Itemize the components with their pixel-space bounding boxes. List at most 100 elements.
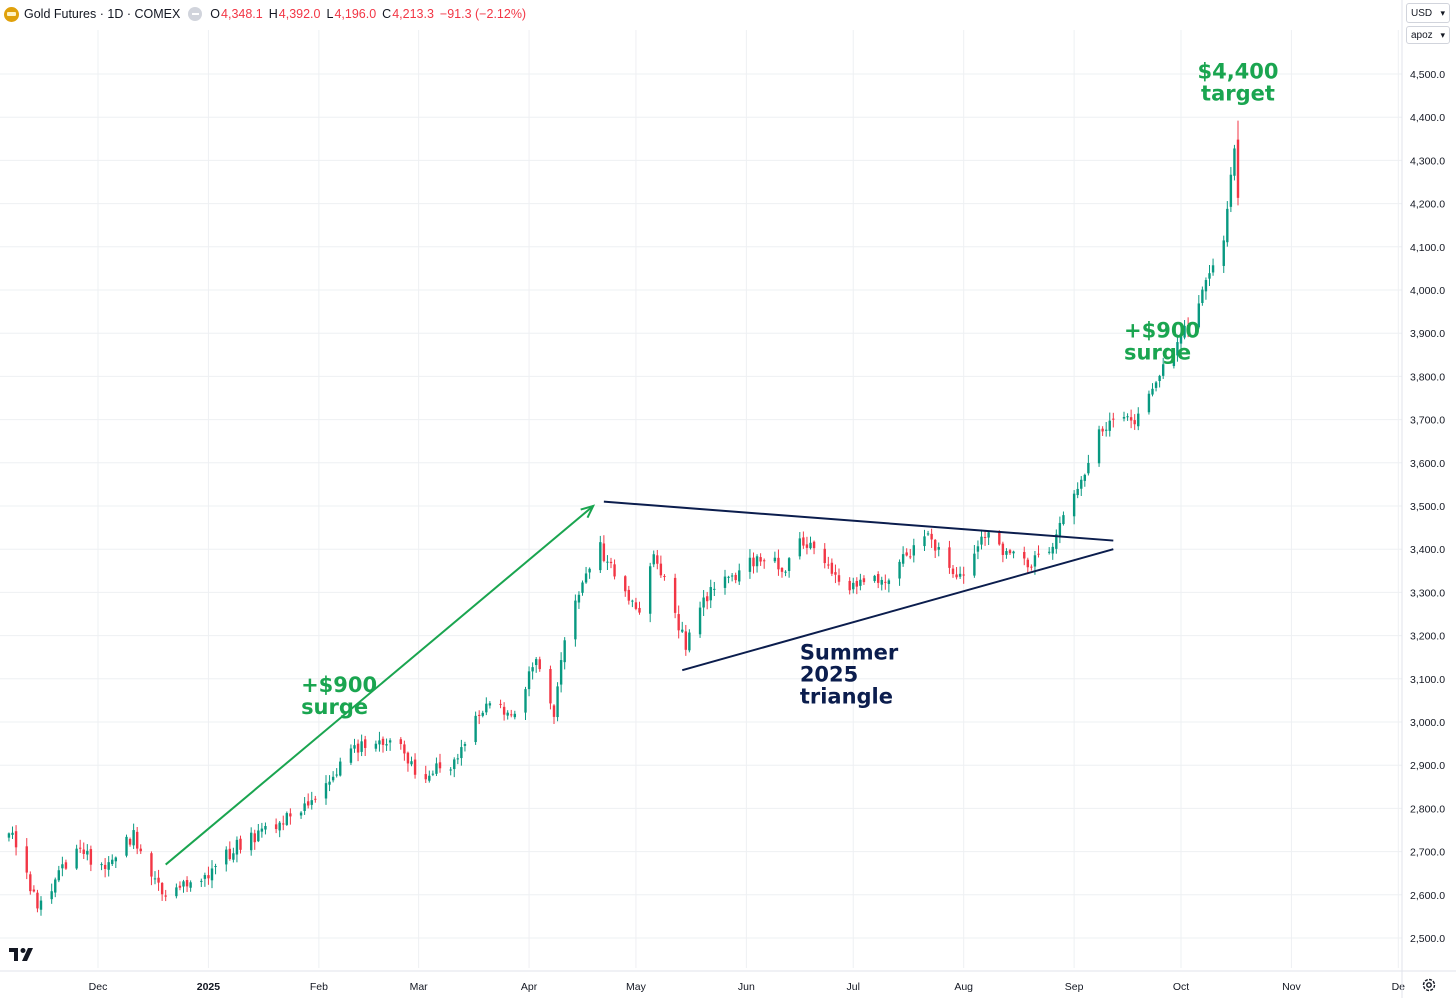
x-tick-label: Mar bbox=[410, 981, 429, 993]
candle bbox=[413, 753, 417, 779]
candle-body bbox=[955, 574, 958, 578]
candle-body bbox=[531, 667, 534, 672]
candle-body bbox=[834, 572, 837, 575]
candle bbox=[29, 871, 32, 895]
symbol-title[interactable]: Gold Futures · 1D · COMEX bbox=[24, 7, 181, 21]
candle-body bbox=[339, 761, 342, 776]
y-tick-label: 4,100.0 bbox=[1410, 242, 1445, 254]
candle-body bbox=[812, 541, 816, 549]
candle-body bbox=[887, 580, 891, 584]
candle bbox=[406, 751, 410, 772]
candle bbox=[1047, 547, 1051, 555]
candle-body bbox=[1172, 353, 1176, 367]
surge-arrow-1[interactable] bbox=[165, 505, 594, 866]
candle-body bbox=[609, 561, 613, 564]
candle-body bbox=[11, 832, 14, 835]
candle bbox=[460, 739, 463, 766]
candle-body bbox=[381, 738, 385, 745]
candle-body bbox=[1030, 566, 1033, 568]
candle-body bbox=[431, 773, 435, 775]
tradingview-logo-icon[interactable] bbox=[8, 945, 38, 963]
candle bbox=[734, 572, 737, 584]
candle bbox=[652, 550, 655, 568]
candle-body bbox=[139, 848, 142, 852]
candle-body bbox=[1008, 550, 1012, 554]
candle bbox=[1226, 201, 1229, 247]
candle-body bbox=[1051, 546, 1054, 554]
candle-body bbox=[57, 870, 61, 881]
unit-selector[interactable]: apoz ▾ bbox=[1406, 26, 1450, 44]
candle bbox=[314, 795, 317, 803]
candle bbox=[599, 535, 602, 574]
candle-body bbox=[449, 769, 452, 771]
candle-body bbox=[1055, 534, 1058, 549]
candle-body bbox=[862, 578, 866, 583]
candle bbox=[403, 740, 406, 761]
candle-body bbox=[1101, 428, 1104, 432]
high-value: 4,392.0 bbox=[278, 7, 321, 21]
candle-body bbox=[153, 878, 157, 880]
candle-body bbox=[524, 689, 527, 713]
candle bbox=[602, 535, 606, 563]
candle-body bbox=[549, 668, 552, 704]
candle-body bbox=[413, 759, 417, 775]
candle-body bbox=[274, 824, 278, 830]
candle bbox=[1158, 374, 1161, 388]
candle-body bbox=[203, 875, 207, 879]
candle-body bbox=[859, 579, 862, 586]
candle-body bbox=[235, 839, 239, 855]
candle-body bbox=[759, 557, 762, 562]
currency-selector[interactable]: USD ▾ bbox=[1406, 3, 1450, 23]
candle-body bbox=[752, 557, 755, 567]
candle bbox=[410, 756, 413, 767]
candle-body bbox=[399, 739, 403, 745]
candle-body bbox=[1072, 493, 1076, 517]
candle-body bbox=[581, 582, 584, 593]
candle-body bbox=[1176, 342, 1179, 356]
candle bbox=[1023, 546, 1026, 566]
candle-body bbox=[958, 573, 962, 577]
candle-body bbox=[453, 759, 456, 770]
candle-body bbox=[1186, 324, 1190, 330]
y-tick-label: 3,000.0 bbox=[1410, 717, 1445, 729]
candle bbox=[659, 555, 663, 578]
collapse-legend-button[interactable] bbox=[188, 7, 203, 21]
candle-body bbox=[577, 594, 581, 603]
candle bbox=[207, 866, 210, 885]
candle-body bbox=[314, 798, 317, 800]
candle-body bbox=[1080, 479, 1083, 489]
candle-body bbox=[474, 715, 477, 743]
candle-body bbox=[406, 752, 410, 764]
candle bbox=[787, 557, 791, 578]
candle bbox=[802, 531, 805, 549]
candle-body bbox=[663, 575, 666, 577]
candle-body bbox=[1208, 273, 1211, 279]
gear-icon[interactable] bbox=[1420, 976, 1438, 994]
candle-body bbox=[805, 544, 809, 548]
candle bbox=[1101, 426, 1104, 437]
triangle-lower[interactable] bbox=[681, 548, 1114, 672]
candle bbox=[887, 578, 891, 593]
candle-body bbox=[1076, 488, 1079, 496]
candle-body bbox=[748, 557, 752, 572]
candle bbox=[453, 757, 456, 778]
candle-body bbox=[150, 853, 153, 877]
candle bbox=[349, 744, 353, 765]
candle bbox=[755, 554, 759, 573]
candle-body bbox=[239, 838, 242, 850]
triangle-upper[interactable] bbox=[603, 500, 1114, 542]
candle-body bbox=[1201, 289, 1204, 304]
candle-body bbox=[103, 864, 107, 869]
candle bbox=[214, 863, 217, 875]
candle bbox=[107, 856, 110, 877]
candle bbox=[1026, 557, 1030, 574]
candle bbox=[278, 820, 281, 838]
candle bbox=[135, 826, 139, 855]
candle bbox=[976, 540, 980, 560]
candle-body bbox=[1087, 462, 1090, 474]
candle bbox=[951, 564, 955, 578]
candle bbox=[499, 699, 502, 709]
candle bbox=[310, 791, 313, 810]
